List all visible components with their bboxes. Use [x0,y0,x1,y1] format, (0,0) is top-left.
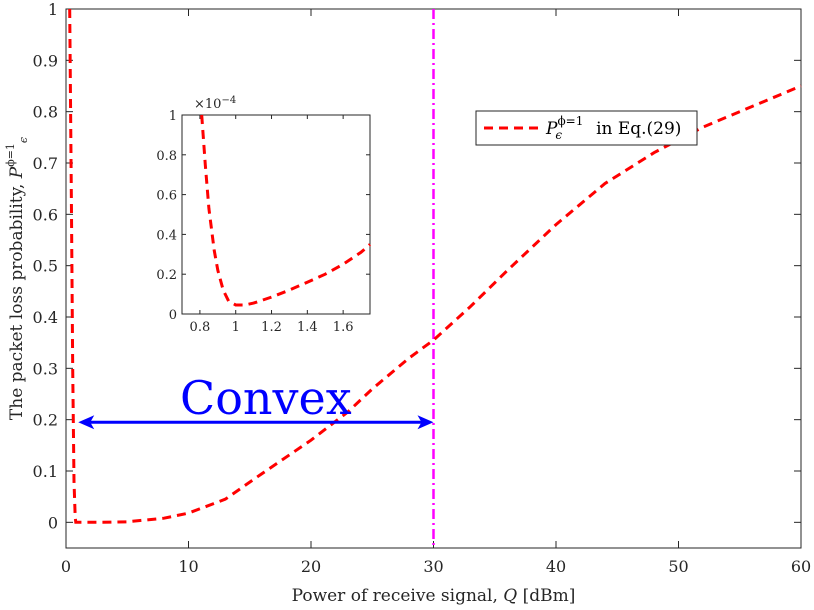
x-tick-label: 0 [61,557,71,576]
x-axis-label: Power of receive signal, Q [dBm] [292,586,576,606]
series-line [68,8,802,524]
inset-x-tick-label: 1.2 [261,320,282,335]
inset-ticks: 0.8 1 1.2 1.4 1.6 0 0.2 0.4 0.6 0.8 1 [156,109,370,335]
inset-y-tick-label: 0.8 [156,149,177,164]
inset-y-tick-label: 0.2 [156,268,177,283]
y-tick-label: 0.1 [33,462,58,481]
legend-box [475,110,698,146]
y-tick-label: 0.9 [33,51,58,70]
inset-x-tick-label: 1 [232,320,240,335]
x-tick-label: 20 [301,557,321,576]
inset-x-tick-label: 0.8 [190,320,211,335]
legend: Pϕ=1 ϵ in Eq.(29) [475,110,698,146]
x-tick-label: 60 [791,557,811,576]
convex-annotation: Convex [180,371,352,425]
main-axes: 0 10 20 30 40 50 6000.10.20.30.40.50.60.70.80.… [4,0,811,606]
main-data [68,8,802,548]
y-tick-label: 1 [48,0,58,19]
inset-y-tick-label: 0.4 [156,228,177,243]
inset-axes: 0.8 1 1.2 1.4 1.6 0 0.2 0.4 0.6 0.8 1 ×10−4 [156,95,371,335]
y-tick-label: 0.2 [33,411,58,430]
y-tick-label: 0.4 [33,308,58,327]
legend-entry-label: Pϕ=1 ϵ in Eq.(29) [545,114,681,142]
inset-plot-area [181,114,371,315]
y-tick-label: 0.3 [33,359,58,378]
inset-x-tick-label: 1.6 [333,320,354,335]
y-axis-label: The packet loss probability, Pϕ=1ϵ [4,137,30,420]
y-tick-label: 0.5 [33,257,58,276]
x-tick-label: 10 [178,557,198,576]
inset-y-tick-label: 1 [169,109,177,124]
y-tick-label: 0.6 [33,205,58,224]
inset-exponent-label: ×10−4 [194,95,236,112]
x-tick-label: 50 [668,557,688,576]
y-tick-label: 0.8 [33,103,58,122]
inset-y-tick-label: 0 [169,308,177,323]
convex-arrow-head-right [417,415,434,430]
main-ticks: 0 10 20 30 40 50 6000.10.20.30.40.50.60.70.80.… [33,0,812,576]
inset-series-line [200,114,371,307]
x-tick-label: 40 [546,557,566,576]
y-tick-label: 0.7 [33,154,58,173]
y-tick-label: 0 [48,513,58,532]
inset-data [200,114,371,307]
x-tick-label: 30 [423,557,443,576]
inset-y-tick-label: 0.6 [156,189,177,204]
convex-arrow-head-left [78,415,95,430]
inset-x-tick-label: 1.4 [297,320,318,335]
